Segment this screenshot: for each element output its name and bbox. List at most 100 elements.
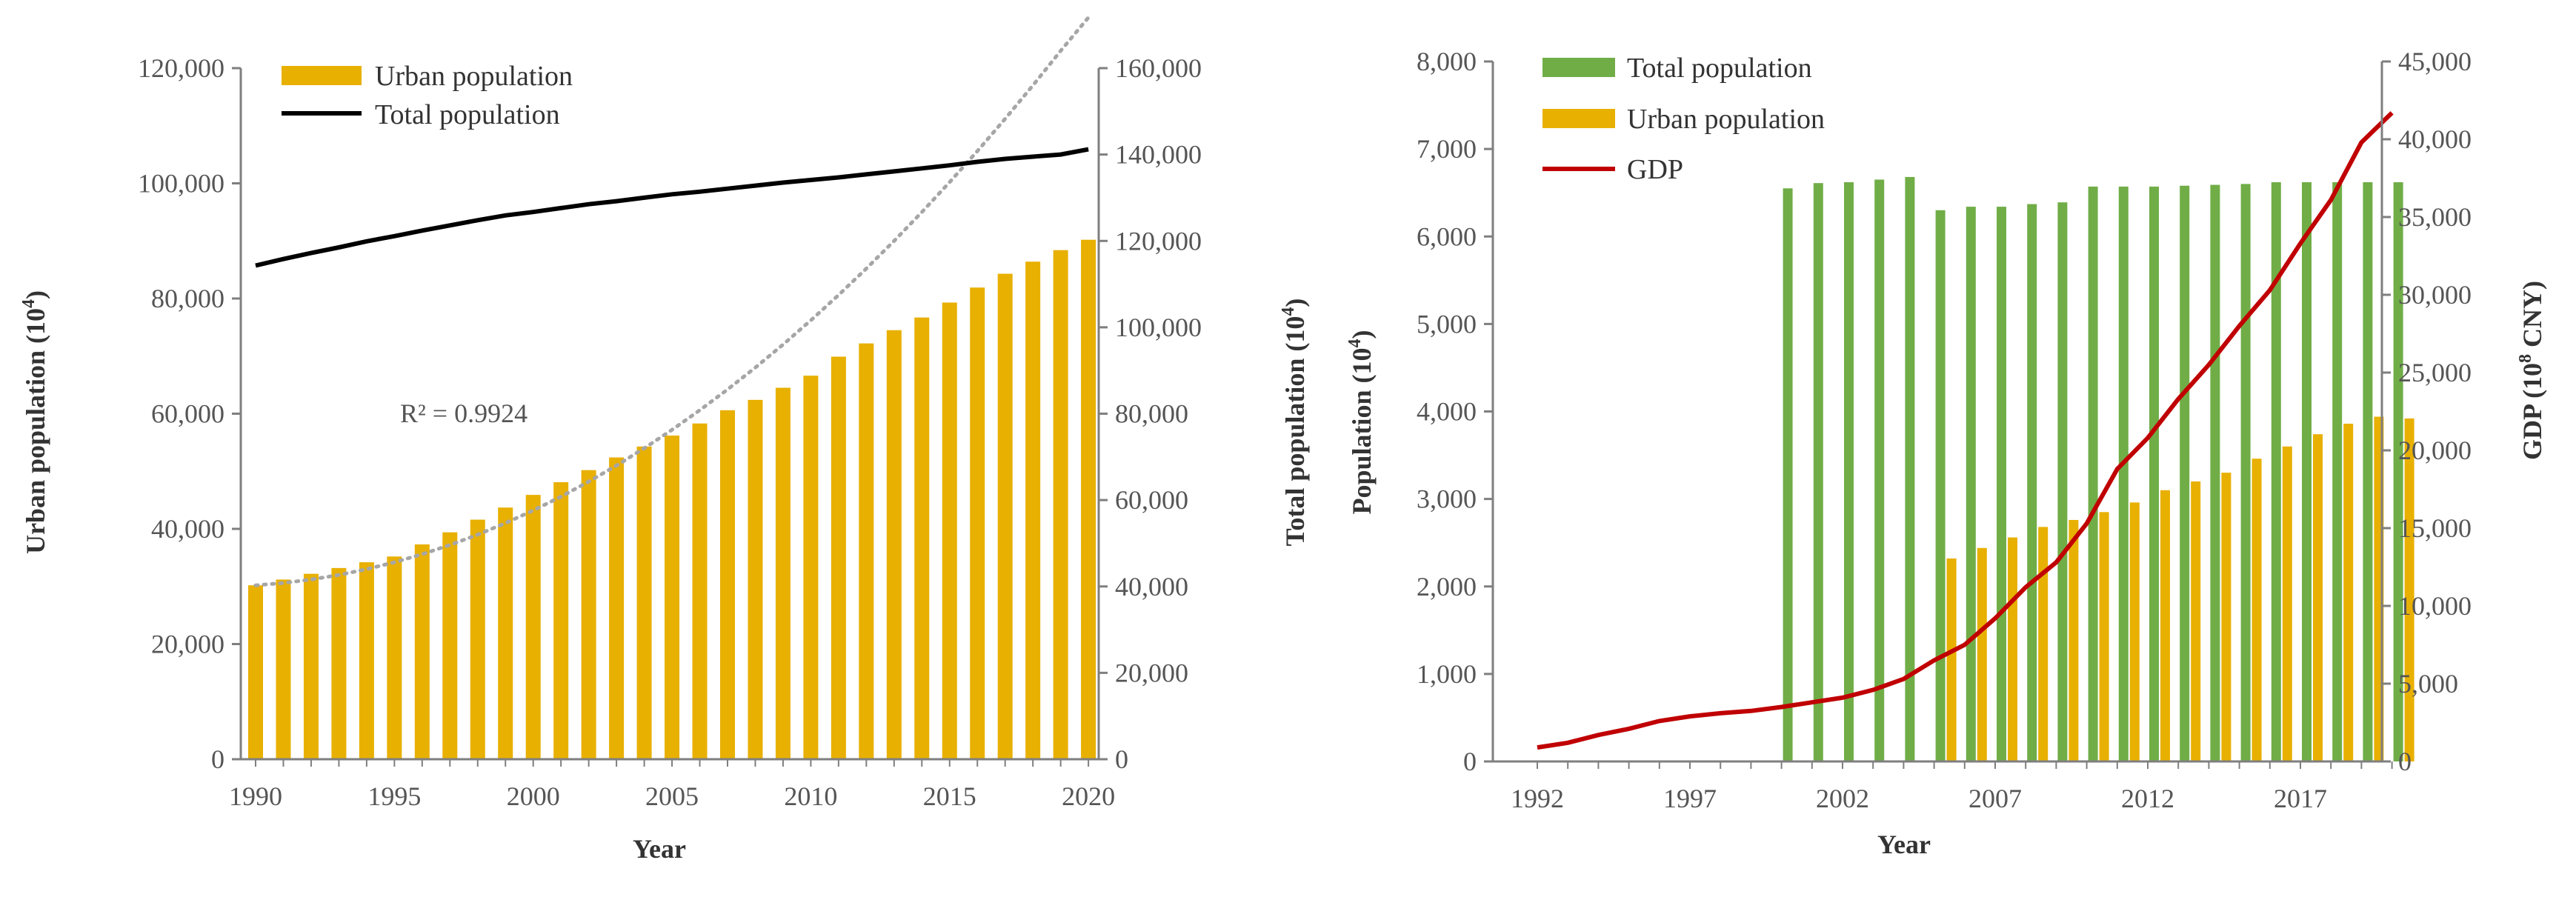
y2-axis-title-right-main: GDP (10 xyxy=(2517,363,2547,460)
y-axis-title-left-end: ) xyxy=(21,290,50,299)
urban-population-bar xyxy=(609,457,625,759)
x-tick-label: 2002 xyxy=(1816,784,1869,813)
x-tick-label: 2007 xyxy=(1968,784,2022,813)
total-population-bar xyxy=(2118,186,2129,761)
x-tick-label: 2012 xyxy=(2121,784,2174,813)
x-tick-label: 2020 xyxy=(1062,781,1115,811)
total-population-bar xyxy=(1997,207,2006,761)
legend-right: Total population Urban population GDP xyxy=(1542,53,1825,185)
urban-population-bar xyxy=(1053,250,1068,759)
y-tick-label: 6,000 xyxy=(1417,221,1477,251)
urban-population-bar xyxy=(581,470,596,759)
urban-population-bar xyxy=(470,519,485,759)
urban-population-bar xyxy=(387,556,402,759)
y2-axis-title-right: GDP (108 CNY) xyxy=(2516,281,2547,460)
urban-population-bar xyxy=(248,585,263,759)
legend-label-urban-population-right: Urban population xyxy=(1627,104,1825,135)
total-population-bar xyxy=(1783,188,1793,761)
total-population-bar xyxy=(2088,186,2098,761)
y-axis-ticks-left: 0 20,000 40,000 60,000 80,000 100,000 120,000 xyxy=(138,53,241,774)
total-population-line xyxy=(255,147,1089,268)
y2-axis-ticks-right: 0 5,000 10,000 15,000 20,000 25,000 30,000 35,0… xyxy=(2382,47,2472,776)
urban-population-bar xyxy=(886,330,902,759)
urban-population-bar xyxy=(942,302,957,759)
urban-population-bar xyxy=(914,317,930,760)
y-axis-title-left-main: Urban population (10 xyxy=(21,308,50,554)
total-population-bar xyxy=(1905,176,1915,762)
x-tick-label: 2017 xyxy=(2274,784,2327,813)
y2-axis-title-left-main: Total population (10 xyxy=(1280,316,1310,547)
urban-population-bar xyxy=(997,273,1013,759)
urban-population-bar-right xyxy=(2404,418,2414,761)
y-tick-label: 8,000 xyxy=(1417,47,1477,76)
y-tick-label: 5,000 xyxy=(1417,309,1477,339)
y-tick-label: 120,000 xyxy=(138,53,224,83)
urban-population-bar xyxy=(553,482,569,759)
y-axis-title-right-end: ) xyxy=(1347,330,1377,339)
x-tick-label: 2005 xyxy=(645,781,699,811)
total-population-bar xyxy=(2332,182,2343,761)
urban-population-bar xyxy=(276,579,291,759)
x-axis-ticks-right: 1992 1997 2002 2007 2012 2017 xyxy=(1511,761,2393,813)
y2-tick-label: 0 xyxy=(2398,747,2412,776)
urban-population-bar-right xyxy=(2313,434,2323,761)
total-population-bar xyxy=(2363,182,2373,761)
y-axis-title-right-main: Population (10 xyxy=(1347,347,1377,514)
urban-population-bars xyxy=(248,239,1096,760)
urban-population-bar xyxy=(970,287,985,759)
y-axis-title-right-sup: 4 xyxy=(1345,339,1365,347)
total-population-bar xyxy=(2210,184,2220,761)
total-population-bar xyxy=(1935,210,1946,761)
urban-population-bar-right xyxy=(2160,490,2170,761)
y2-tick-label: 15,000 xyxy=(2398,513,2472,543)
urban-population-bar-right xyxy=(2129,502,2140,761)
urban-population-bar xyxy=(719,410,735,759)
y2-tick-label: 40,000 xyxy=(2398,124,2472,154)
y2-tick-label: 20,000 xyxy=(2398,436,2472,465)
y-tick-label: 40,000 xyxy=(151,514,224,544)
urban-population-bar xyxy=(498,507,513,759)
y-tick-label: 80,000 xyxy=(151,284,224,313)
urban-population-bar-right xyxy=(2282,446,2292,761)
urban-population-bar xyxy=(775,387,791,759)
urban-population-bar-right xyxy=(2251,458,2262,761)
x-axis-title-left: Year xyxy=(633,834,686,864)
y2-axis-title-left: Total population (104) xyxy=(1279,299,1310,547)
y-tick-label: 7,000 xyxy=(1417,134,1477,164)
x-tick-label: 2010 xyxy=(784,781,837,811)
urban-population-bar-right xyxy=(2008,537,2017,761)
urban-population-bar xyxy=(803,376,819,759)
urban-population-bar-right xyxy=(2099,512,2109,761)
total-population-bar xyxy=(2393,182,2403,761)
legend-swatch-urban-population xyxy=(282,66,362,85)
y-tick-label: 3,000 xyxy=(1417,484,1477,514)
urban-population-bar xyxy=(331,567,347,759)
y-tick-label: 20,000 xyxy=(151,630,224,659)
x-tick-label: 1990 xyxy=(229,781,282,811)
legend-label-total-population: Total population xyxy=(375,99,560,130)
y2-tick-label: 80,000 xyxy=(1115,399,1188,429)
y2-tick-label: 5,000 xyxy=(2398,669,2458,698)
y-tick-label: 4,000 xyxy=(1417,397,1477,427)
y2-tick-label: 20,000 xyxy=(1115,658,1188,687)
urban-population-bar xyxy=(525,495,541,759)
y2-axis-title-left-sup: 4 xyxy=(1279,307,1298,316)
y2-axis-title-left-end: ) xyxy=(1280,299,1310,307)
urban-population-bar xyxy=(442,532,458,759)
x-tick-label: 1997 xyxy=(1663,784,1717,813)
legend-label-total-population-right: Total population xyxy=(1627,53,1812,84)
urban-population-bar-right xyxy=(1977,547,1987,761)
urban-population-trendline xyxy=(253,16,1091,587)
y-tick-label: 1,000 xyxy=(1417,659,1477,689)
total-population-bar xyxy=(1813,183,1823,762)
y2-tick-label: 30,000 xyxy=(2398,280,2472,310)
urban-population-bar xyxy=(359,562,374,759)
y-tick-label: 100,000 xyxy=(138,169,224,199)
x-axis-ticks-left: 1990 1995 2000 2005 2010 2015 2020 xyxy=(229,759,1115,811)
total-population-bar xyxy=(2240,184,2251,761)
urban-population-bar-right xyxy=(2221,473,2231,761)
total-population-bar xyxy=(2027,204,2037,761)
urban-population-bar xyxy=(831,356,846,760)
